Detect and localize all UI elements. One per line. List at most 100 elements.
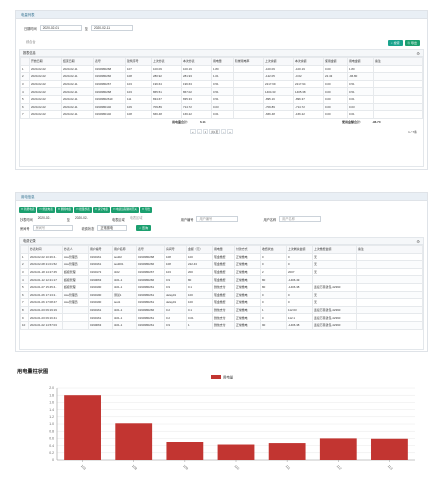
top-row-cell-2: 2020-02-11 [61, 94, 94, 104]
toolbar-button-0[interactable]: ☐ 新增电表 [19, 207, 37, 213]
table-row[interactable]: 6 2020-02-02 2020-02-11 0190380140 109 709.89… [20, 102, 423, 112]
mid-header-cell-11: 上次剩余金额 [286, 245, 313, 254]
gear-icon[interactable]: ⚙ [416, 239, 420, 244]
search-button[interactable]: ⌕ 搜索 [387, 40, 403, 46]
table-row[interactable]: 2 2020-02-02 2020-02-11 0190380266 108 280.92… [20, 72, 423, 81]
mid-row-cell-2 [62, 305, 89, 315]
mid-row-cell-13 [356, 282, 423, 292]
mid-row-cell-4: 测试1 [112, 290, 137, 300]
mid-row-cell-11: 0 [286, 298, 313, 307]
mid-row-cell-10: 0 [260, 290, 287, 300]
table-row[interactable]: 2 2020-02-08 21:01:52 Ace管理员 0190161 test001… [20, 260, 423, 269]
top-row-cell-0: 5 [20, 94, 30, 104]
mid-row-cell-12: 无 [312, 267, 357, 277]
top-row-cell-11: 0.00 [323, 87, 348, 96]
top-row-cell-4: 108 [125, 72, 152, 81]
mid-header-cell-5: 表号 [136, 245, 165, 254]
top-row-cell-6: 867.02 [181, 87, 212, 96]
date-from-input[interactable]: 2020-02-01 [39, 25, 82, 31]
x-tick-label: 108 [131, 464, 138, 471]
top-header-cell-11: 使用金额 [323, 57, 348, 66]
mid-row-cell-11: 0 [286, 260, 313, 269]
export-button[interactable]: ⎘ 导出 [404, 40, 420, 46]
table-row[interactable]: 4 2020-01-12 12:21:17 超级管理 0190063 t101-1 019… [20, 275, 423, 284]
filter-name-input[interactable]: 用户名称 [279, 216, 322, 222]
top-row-cell-8 [233, 94, 264, 104]
top-row-cell-3: 0190380267 [93, 79, 126, 89]
top-row-cell-13 [373, 64, 423, 74]
usage-info-panel: 用电信息 ☐ 新增电表 ☐ 修改电表 ☐ 删除电表 ☐ 批量抄表 ☐ 清空电表 ☐ 电表远… [15, 192, 428, 352]
page-link-3[interactable]: 共1页 [209, 129, 221, 134]
mid-row-cell-4: t101-1 [112, 305, 137, 315]
table-row[interactable]: 9 2020-01-03 09:16:41 0190161 t101-1 0190380… [20, 313, 423, 322]
filter-type-select[interactable]: 正常缴电 [97, 225, 128, 231]
table-row[interactable]: 7 2020-02-02 2020-02-11 0190380140 108 666.48… [20, 110, 423, 119]
mid-row-cell-7: 100 [186, 290, 213, 300]
mid-row-cell-10: 80 [260, 275, 287, 284]
mid-row-cell-4: test1 [112, 298, 137, 307]
top-row-cell-2: 2020-02-11 [61, 79, 94, 89]
top-row-cell-13 [373, 72, 423, 81]
top-row-cell-3: 0190380266 [93, 72, 126, 81]
page-link-5[interactable]: » [227, 129, 233, 134]
gear-icon[interactable]: ⚙ [416, 51, 420, 56]
table-row[interactable]: 1 2020-02-02 10:26:4.. Ace管理员 0190161 test02… [20, 252, 423, 262]
filter-room-input[interactable]: 房间号 [32, 225, 73, 231]
x-tick-label: 113 [387, 464, 394, 471]
mid-header-cell-3: 用户编号 [88, 245, 113, 254]
date-label: 日期时间 [24, 26, 37, 31]
filter-input[interactable]: 综合台 [24, 40, 379, 46]
page-link-4[interactable]: › [221, 129, 227, 134]
mid-header-cell-9: 付款方式 [234, 245, 261, 254]
top-row-cell-12: 0.03 [347, 102, 374, 112]
top-header-cell-2: 结束日期 [61, 57, 94, 66]
top-row-cell-5: 280.92 [151, 72, 182, 81]
page-link-1[interactable]: ‹ [196, 129, 202, 134]
mid-row-cell-13 [356, 267, 423, 277]
toolbar-button-1[interactable]: ☐ 修改电表 [37, 207, 55, 213]
toolbar-button-2[interactable]: ☐ 删除电表 [55, 207, 74, 213]
filter-type-label: 收费状态 [81, 226, 95, 231]
mid-row-cell-2 [62, 313, 89, 322]
top-row-cell-13 [373, 94, 423, 104]
top-row-cell-3: 0190380268 [93, 64, 126, 74]
x-tick-label: 111 [285, 464, 292, 471]
top-row-cell-2: 2020-02-11 [61, 87, 94, 96]
filter-user-input[interactable]: 用户编号 [196, 216, 239, 222]
mid-row-cell-7: 100 [186, 298, 213, 307]
y-tick-label: 0.4 [49, 444, 54, 448]
page-link-2[interactable]: 1 [202, 129, 209, 134]
query-button[interactable]: ⌕ 查询 [136, 225, 152, 231]
mid-row-cell-7: 0.1 [186, 305, 213, 315]
toolbar-button-3[interactable]: ☐ 批量抄表 [74, 207, 92, 213]
top-row-cell-1: 2020-02-02 [29, 72, 62, 81]
mid-row-cell-13 [356, 298, 423, 307]
mid-row-cell-2: Ace管理员 [62, 298, 89, 307]
table-row[interactable]: 8 2020-01-03 09:19:19 0190161 t101-1 0190380… [20, 305, 423, 315]
table-row[interactable]: 4 2020-02-02 2020-02-11 0190380268 103 865.51… [20, 87, 423, 96]
filter-date-to[interactable]: 2020-02- [72, 216, 101, 222]
mid-row-cell-1: 2020-01-06 17:13:2.. [28, 290, 63, 300]
table-row[interactable]: 7 2020-01-06 17:08:47 Ace管理员 0190190 test1 01… [20, 298, 423, 307]
filter-date-from[interactable]: 2020-02- [35, 216, 64, 222]
page-link-0[interactable]: « [190, 129, 196, 134]
table-row[interactable]: 3 2020-01-18 14:27:45 超级管理 0190172 t102 01903… [20, 267, 423, 277]
filter-area-input[interactable]: 电表区域 [127, 216, 156, 222]
toolbar-button-4[interactable]: ☐ 清空电表 [92, 207, 111, 213]
top-row-cell-3: 0190380268 [93, 87, 126, 96]
top-row-cell-8 [233, 79, 264, 89]
table-row[interactable]: 1 2020-02-02 2020-02-11 0190380268 107 100.09… [20, 64, 423, 74]
date-to-input[interactable]: 2020-02-11 [90, 25, 133, 31]
top-row-cell-3: 0190380261F [93, 94, 126, 104]
toolbar-button-5[interactable]: ☐ 电表远程跳闸开关 [111, 207, 139, 213]
table-row[interactable]: 5 2020-02-02 2020-02-11 0190380261F 111 834.6… [20, 94, 423, 104]
mid-row-cell-2: 超级管理 [62, 282, 89, 292]
table-row[interactable]: 10 2020-01-02 14:57:03 0190063 t101-1 019038… [20, 320, 423, 330]
table-row[interactable]: 3 2020-02-02 2020-02-11 0190380267 103 196.64… [20, 79, 423, 89]
table-row[interactable]: 5 2020-01-07 15:45:4.. 超级管理 0190190 t101-1 01… [20, 282, 423, 292]
mid-row-cell-8: 微信支付 [212, 313, 235, 322]
toolbar-button-6[interactable]: ☐ 导出 [139, 207, 153, 213]
mid-row-cell-3: 0190172 [88, 267, 113, 277]
table-row[interactable]: 6 2020-01-06 17:13:2.. Ace管理员 0190190 测试1 019… [20, 290, 423, 300]
top-row-cell-0: 6 [20, 102, 30, 112]
